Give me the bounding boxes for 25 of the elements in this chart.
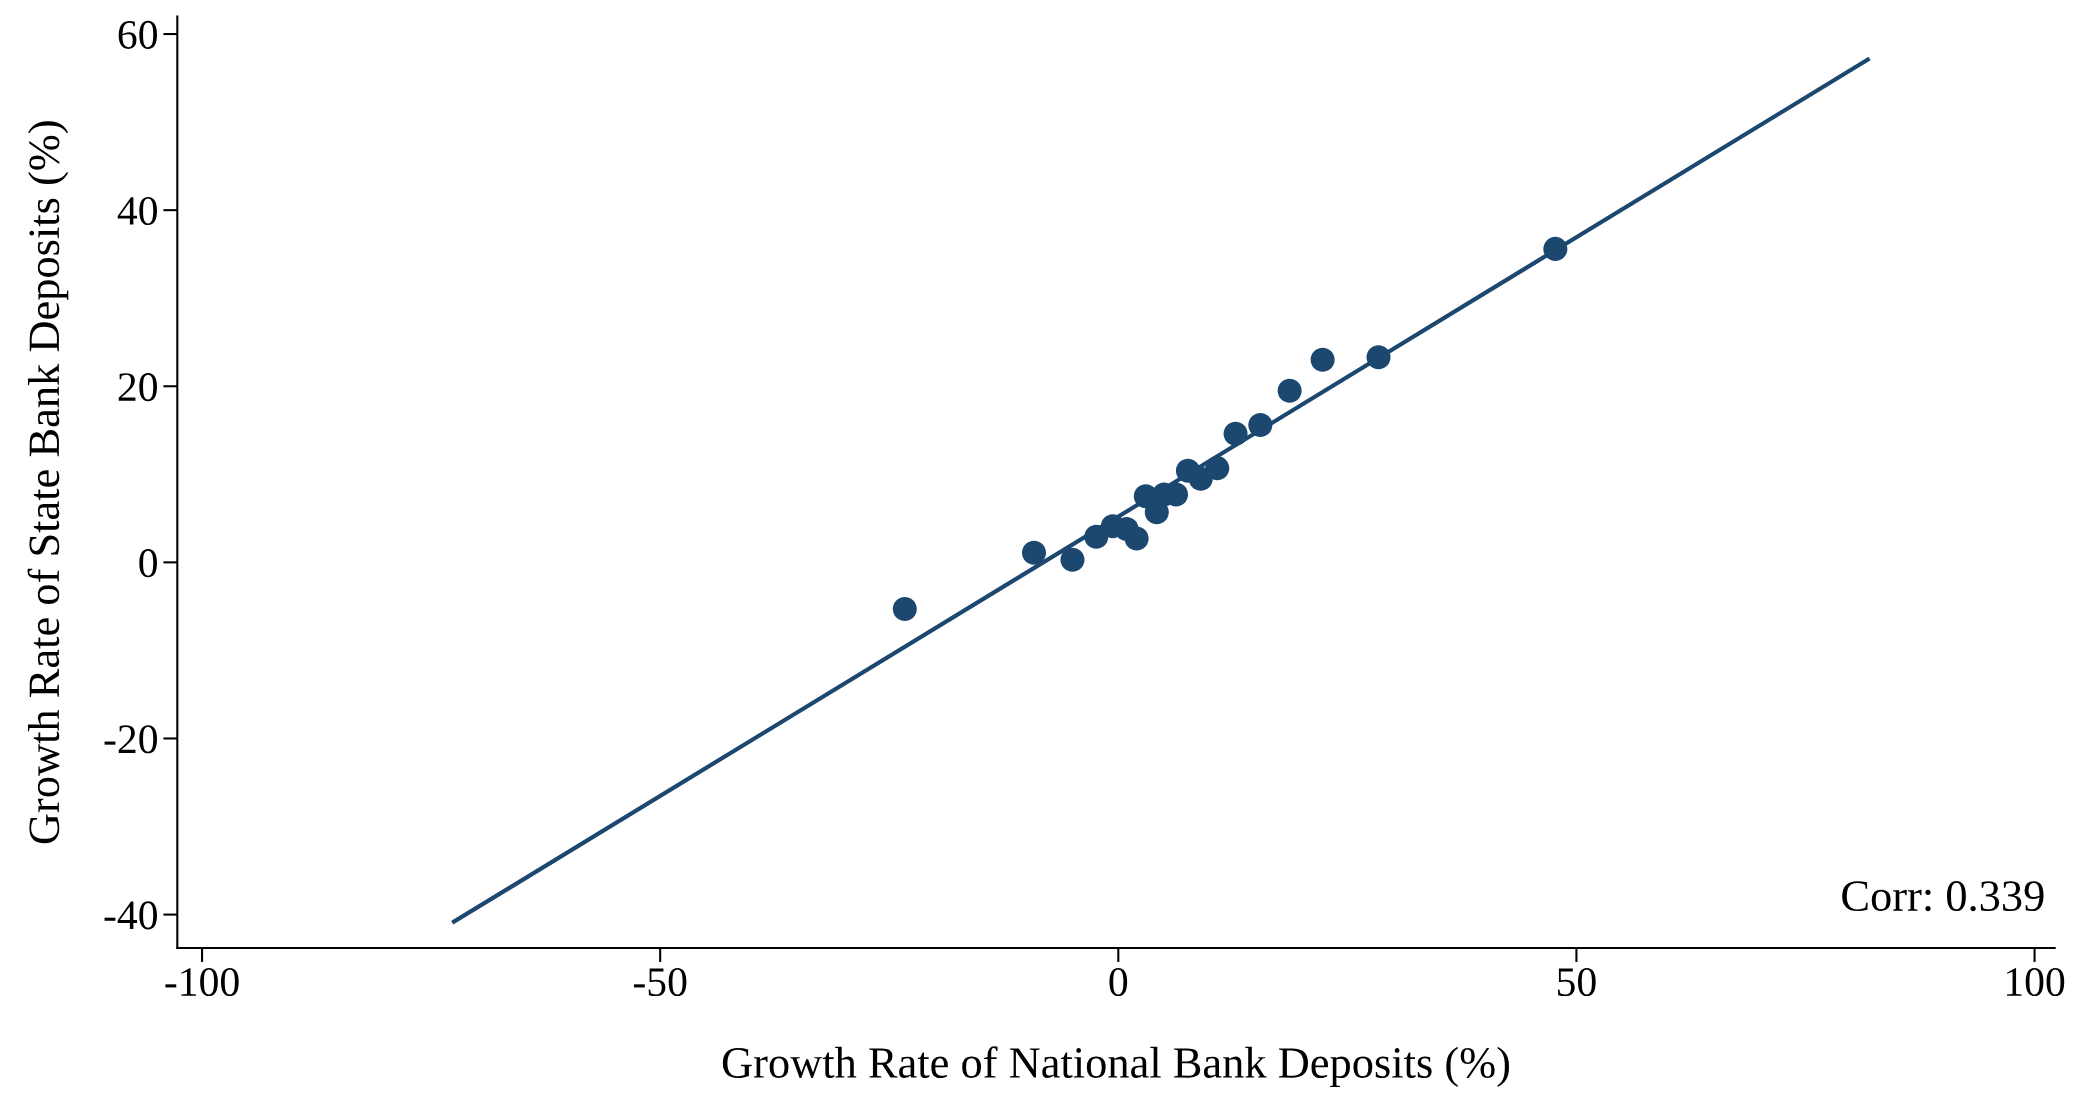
- point: [1124, 526, 1149, 551]
- y-axis-title: Growth Rate of State Bank Deposits (%): [27, 121, 69, 844]
- point: [1060, 547, 1085, 572]
- point: [1248, 412, 1273, 438]
- point: [1223, 421, 1248, 446]
- point: [892, 597, 917, 622]
- annotation: Corr: 0.339: [1842, 881, 2044, 912]
- x-tick-label: 100: [2006, 967, 2065, 997]
- point: [1205, 456, 1230, 481]
- y-tick-label: 40: [117, 196, 157, 226]
- y-tick-label: -20: [104, 725, 157, 754]
- x-tick-label: -100: [165, 967, 239, 997]
- y-tick-label: -40: [104, 901, 157, 930]
- point: [1277, 378, 1302, 403]
- x-tick-label: 0: [1109, 967, 1128, 997]
- point: [1366, 345, 1391, 370]
- x-tick-label: 50: [1558, 967, 1596, 997]
- point: [1543, 236, 1568, 261]
- x-tick-label: -50: [633, 967, 687, 997]
- point: [1310, 347, 1335, 372]
- y-tick-label: 0: [139, 549, 157, 578]
- y-tick-label: 20: [118, 373, 157, 402]
- x-axis-title: Growth Rate of National Bank Deposits (%): [722, 1046, 1510, 1087]
- y-tick-label: 60: [118, 20, 157, 49]
- point: [1021, 540, 1047, 565]
